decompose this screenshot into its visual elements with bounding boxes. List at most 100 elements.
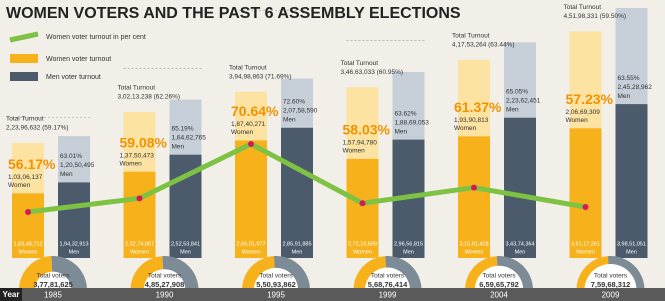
total-voters-value: 3,77,81,625 <box>33 280 73 289</box>
women-percent-point <box>582 204 589 211</box>
women-percent-label: 59.08% <box>120 134 168 150</box>
women-percent-point <box>25 209 31 215</box>
men-voters-value: 2,96,56,815 <box>394 241 423 247</box>
x-tick-label: 1999 <box>379 291 397 300</box>
legend-label: Women voter turnout <box>46 56 111 63</box>
men-turnout-value: 2,07,58,590 <box>283 107 318 114</box>
women-voters-value: 2,32,74,067 <box>125 241 154 247</box>
men-voters-caption: Men <box>180 249 191 255</box>
women-turnout-caption: Women <box>454 125 477 132</box>
women-turnout-caption: Women <box>566 117 589 124</box>
total-voters-value: 5,50,93,862 <box>256 280 296 289</box>
men-percent-label: 65.05% <box>506 88 528 95</box>
total-voters-value: 4,85,27,908 <box>145 280 185 289</box>
women-voters-caption: Women <box>130 249 149 255</box>
men-turnout-value: 1,64,62,765 <box>172 134 207 141</box>
women-voters-caption: Women <box>353 249 372 255</box>
women-voters-value: 1,83,48,712 <box>13 241 42 247</box>
women-turnout-caption: Women <box>343 148 366 155</box>
x-tick-label: 2004 <box>490 291 508 300</box>
men-voters-caption: Men <box>515 249 526 255</box>
women-percent-point <box>471 184 477 191</box>
men-percent-label: 72.60% <box>283 98 305 105</box>
men-voters-value: 3,98,51,051 <box>617 241 646 247</box>
men-turnout-caption: Men <box>618 93 631 100</box>
men-voters-caption: Men <box>403 249 414 255</box>
year-label-box <box>0 288 22 301</box>
men-turnout-bar <box>504 117 536 259</box>
women-percent-point <box>136 195 143 202</box>
legend-label: Women voter turnout in per cent <box>46 34 146 41</box>
women-percent-label: 61.37% <box>454 99 502 115</box>
total-turnout-value: 3,94,98,863 (71.69%) <box>229 73 292 80</box>
total-voters-caption: Total voters <box>371 273 405 280</box>
women-percent-label: 56.17% <box>8 156 56 172</box>
legend-swatch <box>9 31 39 43</box>
women-turnout-value: 2,06,69,309 <box>566 109 601 116</box>
women-turnout-value: 1,03,06,137 <box>8 174 43 181</box>
total-voters-value: 6,59,65,792 <box>479 280 519 289</box>
men-turnout-caption: Men <box>60 171 73 178</box>
men-voters-caption: Men <box>626 249 637 255</box>
men-turnout-value: 1,88,69,053 <box>395 119 430 126</box>
year-strip <box>0 288 665 301</box>
women-turnout-bar <box>346 158 379 258</box>
men-percent-label: 65.19% <box>172 125 194 132</box>
total-voters-caption: Total voters <box>36 273 70 280</box>
total-turnout-caption: Total Turnout <box>6 116 44 123</box>
total-voters-value: 7,59,68,312 <box>591 280 631 289</box>
total-turnout-caption: Total Turnout <box>452 33 490 40</box>
men-voters-caption: Men <box>292 249 303 255</box>
women-percent-label: 57.23% <box>566 91 614 107</box>
total-voters-caption: Total voters <box>259 273 293 280</box>
total-turnout-value: 4,51,98,331 (59.50%) <box>564 13 627 20</box>
men-turnout-value: 2,23,62,451 <box>506 97 541 104</box>
women-turnout-bar <box>12 193 44 258</box>
women-voters-caption: Women <box>242 249 261 255</box>
total-turnout-value: 4,17,53,264 (63.44%) <box>452 42 515 49</box>
women-turnout-caption: Women <box>231 129 254 136</box>
men-turnout-caption: Men <box>172 143 185 150</box>
x-tick-label: 1995 <box>267 291 285 300</box>
women-voters-caption: Women <box>576 249 595 255</box>
women-turnout-value: 1,87,40,271 <box>231 121 266 128</box>
total-turnout-caption: Total Turnout <box>564 4 602 11</box>
men-voters-value: 3,43,74,364 <box>505 241 534 247</box>
men-voters-caption: Men <box>69 249 80 255</box>
women-turnout-value: 1,93,90,813 <box>454 117 489 124</box>
men-percent-label: 63.62% <box>395 110 417 117</box>
women-voters-value: 2,65,01,977 <box>236 241 265 247</box>
men-turnout-caption: Men <box>395 128 408 135</box>
women-percent-line <box>27 141 586 215</box>
women-voters-value: 2,72,19,599 <box>348 241 377 247</box>
x-tick-label: 2009 <box>602 291 620 300</box>
men-turnout-bar <box>615 104 648 258</box>
women-percent-point <box>359 200 366 207</box>
men-voters-value: 2,85,91,885 <box>282 241 311 247</box>
women-voters-value: 3,61,17,261 <box>571 241 600 247</box>
women-voters-caption: Women <box>465 249 484 255</box>
women-voters-caption: Women <box>19 249 38 255</box>
total-turnout-value: 3,46,63,033 (60.95%) <box>341 69 404 76</box>
total-turnout-caption: Total Turnout <box>341 60 379 67</box>
total-turnout-caption: Total Turnout <box>118 85 156 92</box>
total-voters-caption: Total voters <box>482 273 516 280</box>
women-turnout-bar <box>235 140 267 258</box>
total-turnout-value: 3,02,13,238 (62.26%) <box>118 94 181 101</box>
total-voters-caption: Total voters <box>594 273 628 280</box>
women-turnout-value: 1,57,94,780 <box>343 140 378 147</box>
legend-label: Men voter turnout <box>46 74 101 81</box>
women-percent-label: 58.03% <box>343 122 391 138</box>
men-turnout-bar <box>58 182 90 258</box>
x-tick-label: 1990 <box>156 291 174 300</box>
legend-swatch <box>10 54 38 63</box>
total-voters-caption: Total voters <box>148 273 182 280</box>
women-voters-value: 3,15,91,428 <box>459 241 488 247</box>
men-voters-value: 2,52,53,841 <box>171 241 200 247</box>
total-voters-value: 5,68,76,414 <box>368 280 408 289</box>
legend-swatch <box>10 72 38 81</box>
men-percent-label: 63.01% <box>60 153 82 160</box>
women-turnout-bar <box>569 128 602 258</box>
